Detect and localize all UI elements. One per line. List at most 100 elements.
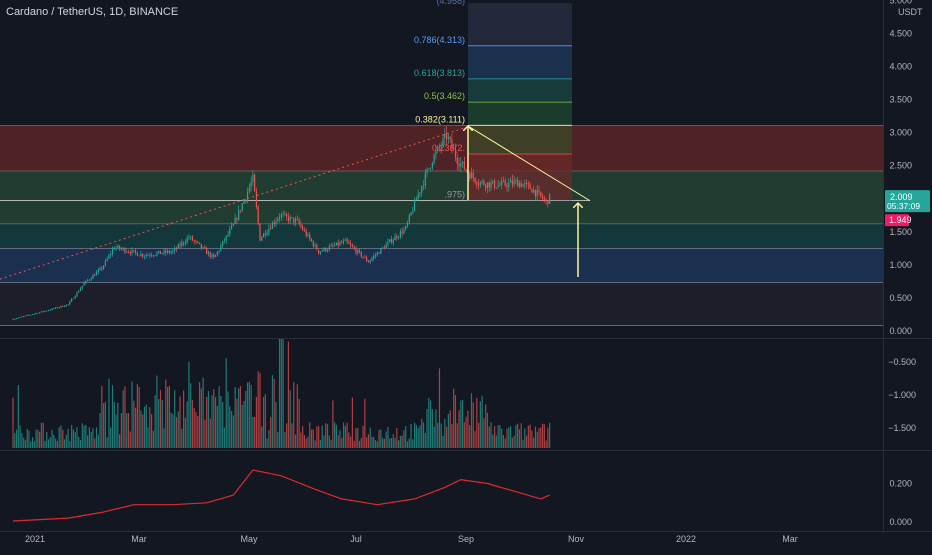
candle-body [14, 318, 16, 320]
candle-body [115, 247, 117, 249]
volume-bar [543, 424, 545, 448]
volume-bar [346, 422, 348, 448]
x-tick-label: Mar [782, 534, 798, 544]
x-tick-label: Jul [350, 534, 362, 544]
candle-body [24, 315, 27, 317]
candle-body [74, 296, 76, 299]
candle-body [412, 210, 414, 213]
candle-body [442, 137, 444, 146]
candle-body [262, 233, 265, 238]
volume-bar [350, 436, 352, 448]
volume-bar [206, 396, 208, 448]
volume-bar [334, 422, 336, 448]
candle-body [408, 215, 410, 223]
candle-body [222, 241, 224, 246]
candle-body [456, 157, 458, 164]
volume-bar [392, 434, 394, 448]
candle-body [399, 231, 401, 237]
volume-bar [314, 440, 316, 448]
candle-body [421, 186, 423, 193]
volume-bar [357, 428, 359, 448]
volume-bar [127, 413, 130, 448]
volume-bar [225, 358, 227, 448]
candle-body [206, 248, 208, 255]
volume-bar [360, 438, 362, 448]
volume-bar [424, 432, 426, 448]
candle-body [90, 278, 92, 280]
candle-body [429, 167, 432, 169]
candle-body [358, 250, 361, 252]
candle-body [26, 315, 28, 316]
volume-bar [159, 389, 162, 448]
candle-body [437, 146, 439, 151]
candle-body [202, 247, 204, 249]
fibonacci-retracement[interactable]: 0.786(4.313) 0.618(3.813) 0.5(3.462) 0.382(… [414, 0, 572, 201]
volume-bar [81, 423, 83, 448]
fib-level-label: 0.618(3.813) [414, 68, 465, 78]
volume-bar [216, 405, 218, 448]
volume-bar [166, 386, 169, 448]
volume-bar [531, 430, 533, 448]
candle-body [179, 244, 181, 247]
volume-bar [437, 422, 439, 448]
candle-body [312, 241, 314, 247]
fib-level-label: 0.5(3.462) [424, 91, 465, 101]
candle-body [250, 182, 252, 188]
candle-body [364, 257, 366, 259]
volume-bar [238, 388, 240, 448]
volume-bar [113, 401, 115, 448]
candle-body [159, 250, 162, 254]
drawing-annotations[interactable] [0, 126, 591, 280]
candle-body [392, 240, 394, 243]
candle-body [499, 185, 501, 186]
volume-bar [492, 434, 494, 448]
candle-body [533, 189, 535, 193]
candle-body [67, 304, 69, 306]
volume-bar [33, 441, 35, 448]
volume-bar [110, 427, 112, 448]
candle-body [129, 252, 131, 254]
candle-body [117, 245, 119, 248]
candle-body [350, 243, 352, 246]
candle-body [71, 299, 73, 302]
price-tick-label: 3.500 [889, 95, 912, 105]
volume-bar [24, 440, 27, 448]
candle-body [229, 229, 231, 235]
candle-body [298, 219, 300, 224]
chart-title[interactable]: Cardano / TetherUS, 1D, BINANCE [6, 6, 179, 18]
volume-bar [351, 397, 354, 448]
candle-body [142, 253, 144, 257]
candle-body [227, 234, 229, 236]
candle-body [305, 230, 307, 236]
indicator-tick-label: 0.000 [889, 517, 912, 527]
zone-blue [0, 248, 883, 283]
volume-bar [389, 438, 391, 448]
candle-body [165, 250, 167, 253]
volume-bar [223, 427, 226, 448]
candle-body [474, 177, 476, 183]
candle-body [524, 183, 526, 185]
candle-body [184, 242, 186, 244]
candle-body [520, 182, 522, 187]
volume-bar [195, 412, 197, 448]
candle-body [37, 313, 39, 314]
volume-bar [230, 411, 233, 448]
volume-bar [529, 424, 531, 448]
volume-bar [451, 423, 453, 448]
volume-bar [46, 431, 48, 448]
volume-bar [142, 414, 144, 448]
candle-body [35, 313, 37, 314]
candle-body [341, 242, 343, 244]
volume-bar [540, 427, 542, 448]
candle-body [472, 172, 474, 178]
volume-bar [316, 426, 318, 448]
volume-bar [390, 437, 393, 448]
candle-body [110, 253, 112, 256]
candle-body [346, 239, 348, 243]
volume-bar [287, 341, 290, 448]
candle-body [447, 137, 449, 140]
candle-body [332, 245, 334, 246]
